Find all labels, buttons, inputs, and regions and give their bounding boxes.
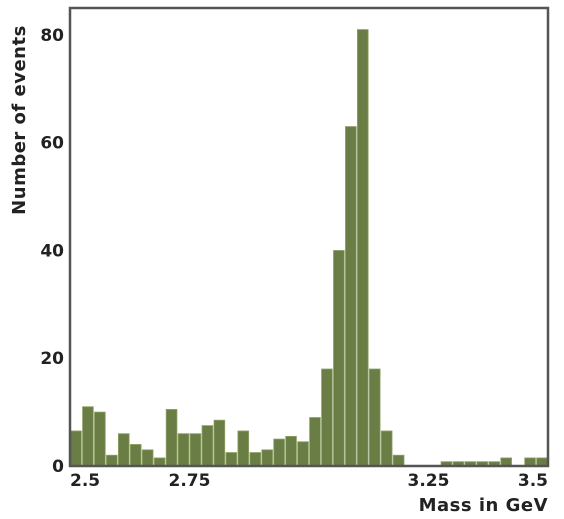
histogram-bar <box>368 368 381 467</box>
x-axis-title: Mass in GeV <box>419 495 548 514</box>
bars-layer <box>70 29 548 467</box>
histogram-bar <box>70 430 82 467</box>
y-tick-label: 20 <box>40 349 64 369</box>
histogram-bar <box>177 433 190 467</box>
histogram-bar <box>392 454 405 467</box>
histogram-bar <box>141 449 154 467</box>
histogram-bar <box>129 444 142 467</box>
histogram-bar <box>237 430 250 467</box>
histogram-bar <box>356 29 369 467</box>
x-tick-label: 2.75 <box>169 471 211 491</box>
histogram-bar <box>201 425 214 467</box>
y-tick-label: 40 <box>40 241 64 261</box>
ticks-layer: 0 20 40 60 80 2.5 2.75 3.25 3.5 <box>40 26 548 491</box>
y-tick-label: 0 <box>52 457 64 477</box>
histogram-bar <box>189 433 202 467</box>
histogram-bar <box>345 126 357 467</box>
histogram-bar <box>213 419 226 467</box>
histogram-bar <box>297 441 309 467</box>
histogram-bar <box>225 452 238 467</box>
y-tick-label: 80 <box>40 26 64 46</box>
histogram-bar <box>94 411 106 467</box>
y-axis-title: Number of events <box>9 25 30 215</box>
x-tick-label: 2.5 <box>70 471 100 491</box>
x-tick-label: 3.25 <box>408 471 450 491</box>
histogram-bar <box>273 438 285 467</box>
x-tick-label: 3.5 <box>518 471 548 491</box>
histogram-bar <box>380 430 393 467</box>
histogram-bar <box>309 417 321 467</box>
histogram-bar <box>261 449 273 467</box>
histogram-bar <box>285 435 297 467</box>
plot-frame <box>68 6 550 468</box>
histogram-bar <box>249 452 262 467</box>
histogram-bar <box>118 433 130 467</box>
y-tick-label: 60 <box>40 134 64 154</box>
histogram-bar <box>333 250 345 467</box>
histogram-bar <box>106 454 118 467</box>
histogram-bar <box>321 368 333 467</box>
histogram-bar <box>82 406 94 467</box>
histogram-bar <box>165 409 178 467</box>
